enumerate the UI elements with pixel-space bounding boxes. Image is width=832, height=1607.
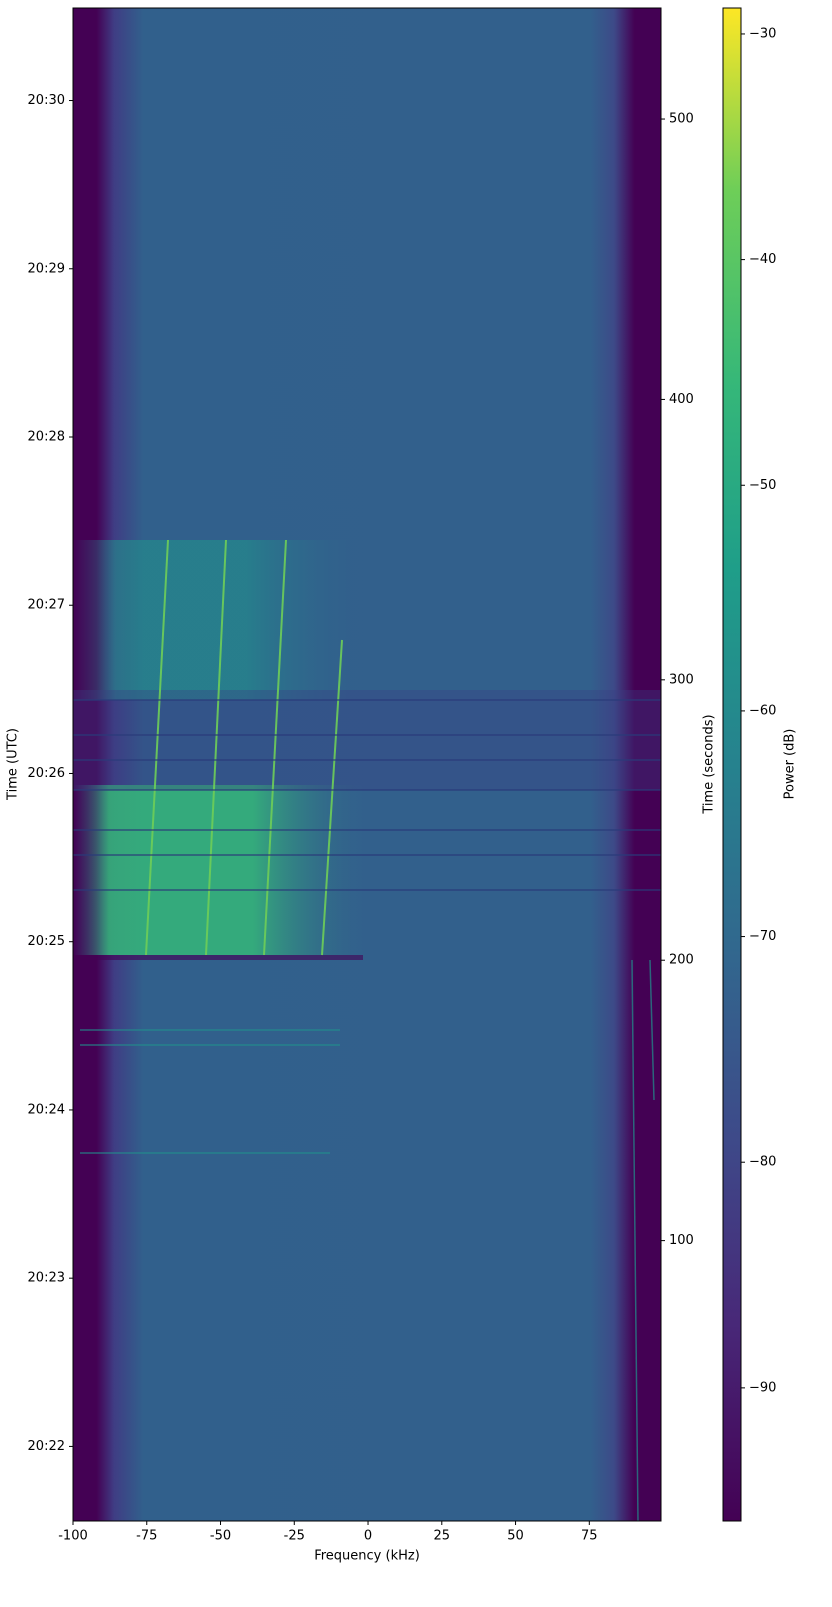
spectrogram-texture [73, 690, 661, 790]
x-tick-label: -100 [58, 1529, 88, 1544]
spectrogram-streaks [73, 699, 661, 891]
colorbar-tick-label: −90 [749, 1380, 776, 1395]
y-tick-label: 20:27 [28, 598, 65, 613]
x-tick-label: -75 [136, 1529, 157, 1544]
colorbar-tick-label: −60 [749, 703, 776, 718]
x-tick-label: 0 [364, 1529, 372, 1544]
colorbar-tick-label: −30 [749, 26, 776, 41]
colorbar-tick-label: −40 [749, 252, 776, 267]
x-axis-label: Frequency (kHz) [314, 1549, 420, 1564]
x-tick-label: 50 [507, 1529, 524, 1544]
x-tick-label: -50 [210, 1529, 231, 1544]
y-tick-label: 20:22 [28, 1439, 65, 1454]
x-tick-label: 75 [581, 1529, 598, 1544]
y2-tick-label: 100 [669, 1233, 694, 1248]
plot-frame [72, 7, 662, 1522]
y-tick-label: 20:30 [28, 93, 65, 108]
x-tick-label: 25 [434, 1529, 451, 1544]
y-tick-label: 20:26 [28, 766, 65, 781]
y2-tick-label: 400 [669, 392, 694, 407]
y2-axis-label: Time (seconds) [702, 714, 717, 814]
colorbar [722, 7, 742, 1522]
y-tick-label: 20:24 [28, 1102, 65, 1117]
y2-tick-label: 500 [669, 112, 694, 127]
x-tick-label: -25 [284, 1529, 305, 1544]
y-tick-label: 20:25 [28, 934, 65, 949]
y-tick-label: 20:29 [28, 261, 65, 276]
y-tick-label: 20:28 [28, 430, 65, 445]
spectrogram-texture [73, 540, 363, 700]
spectrogram-streaks [80, 959, 655, 1522]
colorbar-tick-label: −70 [749, 929, 776, 944]
spectrogram [73, 8, 661, 1522]
spectrogram-streaks [145, 539, 343, 956]
y-axis-label: Time (UTC) [6, 728, 21, 801]
colorbar-tick-label: −80 [749, 1155, 776, 1170]
spectrogram-background [73, 8, 661, 1521]
y-tick-label: 20:23 [28, 1271, 65, 1286]
colorbar-tick-label: −50 [749, 478, 776, 493]
y2-tick-label: 200 [669, 953, 694, 968]
colorbar-label: Power (dB) [783, 729, 798, 800]
y2-tick-label: 300 [669, 672, 694, 687]
spectrogram-texture [73, 955, 363, 960]
